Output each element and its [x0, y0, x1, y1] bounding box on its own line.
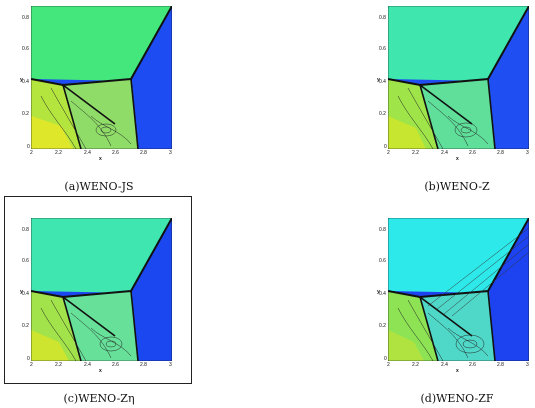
y-tick: 0.6 — [379, 258, 386, 264]
figure-panel-a: y 0.8 0.6 0.4 0.2 0 2 2.2 2.4 2.6 2.8 3 … — [0, 0, 267, 204]
figure-caption-d: (d)WENO-ZF — [420, 392, 494, 405]
figure-caption-a: (a)WENO-JS — [64, 180, 134, 193]
x-tick: 2.2 — [55, 150, 62, 156]
x-tick: 2.2 — [55, 362, 62, 368]
figure-panel-b: y 0.8 0.6 0.4 0.2 0 2 2.2 2.4 2.6 2.8 3 … — [268, 0, 535, 204]
x-tick: 2.8 — [140, 150, 147, 156]
y-tick: 0 — [384, 356, 387, 362]
x-tick: 2.4 — [441, 362, 448, 368]
figure-panel-d: y 0.8 0.6 0.4 0.2 0 2 2.2 2.4 2.6 2.8 3 … — [268, 204, 535, 408]
x-axis-label: x — [456, 156, 459, 162]
contour-plot-d — [388, 218, 529, 361]
x-tick: 3 — [169, 150, 172, 156]
x-axis-label: x — [456, 368, 459, 374]
y-tick: 0.4 — [379, 79, 386, 85]
x-tick: 2.8 — [497, 362, 504, 368]
y-tick: 0.6 — [379, 46, 386, 52]
contour-plot-b — [388, 6, 529, 149]
x-tick: 2.8 — [140, 362, 147, 368]
x-tick: 3 — [526, 150, 529, 156]
x-axis-label: x — [99, 368, 102, 374]
x-tick: 2.6 — [469, 150, 476, 156]
y-tick: 0.6 — [22, 46, 29, 52]
x-tick: 2.4 — [84, 362, 91, 368]
x-tick: 3 — [169, 362, 172, 368]
y-tick: 0.8 — [379, 15, 386, 21]
x-tick: 2.2 — [412, 150, 419, 156]
y-axis-label: y — [377, 77, 380, 83]
x-axis-label: x — [99, 156, 102, 162]
contour-plot-c — [31, 218, 172, 361]
y-tick: 0 — [384, 144, 387, 150]
x-tick: 2.2 — [412, 362, 419, 368]
y-tick: 0.2 — [22, 111, 29, 117]
highlight-frame — [4, 196, 192, 384]
figure-caption-b: (b)WENO-Z — [424, 180, 490, 193]
y-tick: 0 — [27, 144, 30, 150]
x-tick: 2.6 — [112, 150, 119, 156]
y-tick: 0.8 — [22, 227, 29, 233]
x-tick: 2.4 — [84, 150, 91, 156]
x-tick: 2 — [387, 150, 390, 156]
y-tick: 0.8 — [379, 227, 386, 233]
y-tick: 0.4 — [22, 291, 29, 297]
x-tick: 2 — [30, 362, 33, 368]
contour-plot-a — [31, 6, 172, 149]
x-tick: 3 — [526, 362, 529, 368]
x-tick: 2 — [30, 150, 33, 156]
y-tick: 0.8 — [22, 15, 29, 21]
figure-panel-c: y 0.8 0.6 0.4 0.2 0 2 2.2 2.4 2.6 2.8 3 … — [0, 204, 267, 408]
figure-caption-c: (c)WENO-Zη — [63, 392, 135, 405]
y-tick: 0.4 — [379, 291, 386, 297]
y-tick: 0.2 — [379, 323, 386, 329]
y-axis-label: y — [20, 77, 23, 83]
x-tick: 2 — [387, 362, 390, 368]
y-tick: 0.2 — [379, 111, 386, 117]
y-tick: 0.6 — [22, 258, 29, 264]
y-axis-label: y — [20, 289, 23, 295]
y-tick: 0 — [27, 356, 30, 362]
x-tick: 2.6 — [112, 362, 119, 368]
y-tick: 0.2 — [22, 323, 29, 329]
x-tick: 2.6 — [469, 362, 476, 368]
x-tick: 2.4 — [441, 150, 448, 156]
x-tick: 2.8 — [497, 150, 504, 156]
y-axis-label: y — [377, 289, 380, 295]
y-tick: 0.4 — [22, 79, 29, 85]
